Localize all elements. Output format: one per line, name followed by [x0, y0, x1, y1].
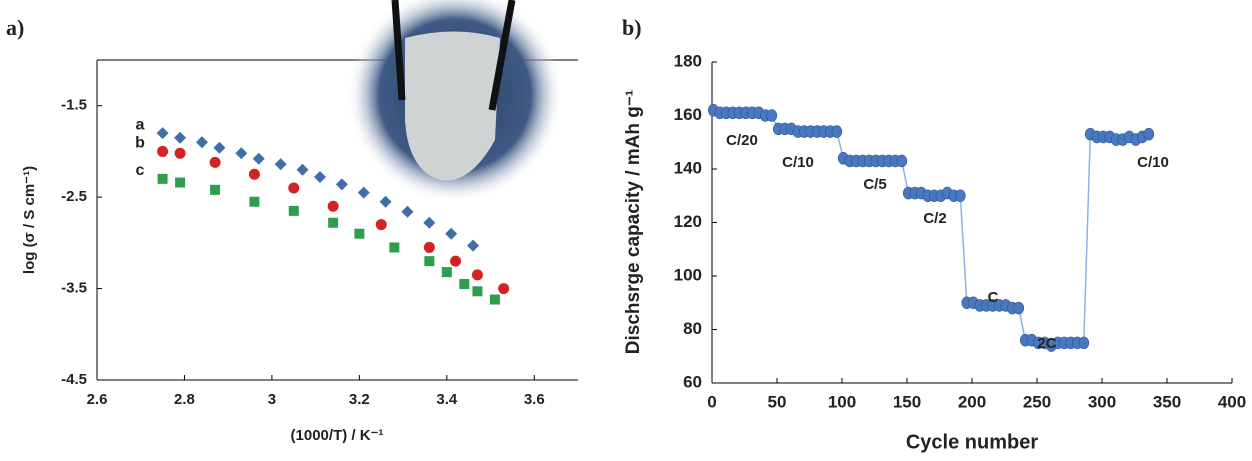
- panel-title: b): [622, 15, 642, 40]
- point: [354, 228, 365, 239]
- y-tick-label: 80: [683, 319, 702, 338]
- point: [314, 171, 327, 184]
- data-line: [713, 109, 1150, 347]
- point: [327, 200, 339, 212]
- x-tick-label: 0: [707, 392, 716, 411]
- y-axis-label: Dischsrge capacity / mAh g⁻¹: [623, 90, 644, 355]
- point: [213, 141, 226, 154]
- point: [209, 156, 221, 168]
- point: [472, 286, 483, 297]
- x-tick-label: 3.2: [349, 391, 370, 408]
- point: [195, 136, 208, 149]
- panel-title: a): [6, 15, 24, 40]
- y-tick-label: -4.5: [61, 371, 87, 388]
- legend-label: b: [135, 135, 145, 152]
- point: [424, 256, 435, 267]
- point: [831, 125, 843, 138]
- x-tick-label: 100: [828, 392, 856, 411]
- y-tick-label: 60: [683, 372, 702, 391]
- x-tick-label: 150: [893, 392, 921, 411]
- point: [766, 109, 778, 122]
- y-tick-label: 160: [674, 105, 702, 124]
- point: [174, 147, 186, 159]
- point: [1013, 301, 1025, 315]
- y-tick-label: 100: [674, 265, 702, 284]
- x-tick-label: 300: [1088, 392, 1116, 411]
- x-tick-label: 3.6: [524, 391, 545, 408]
- annotation: C/20: [726, 132, 758, 149]
- point: [467, 239, 480, 252]
- point: [210, 184, 221, 195]
- point: [296, 163, 309, 176]
- point: [445, 227, 458, 240]
- annotation: C/5: [863, 176, 886, 193]
- y-tick-label: -1.5: [61, 97, 87, 114]
- point: [157, 145, 169, 157]
- photo-tweezer: [391, 0, 516, 111]
- x-tick-label: 2.8: [174, 391, 195, 408]
- point: [174, 131, 187, 144]
- point: [423, 216, 436, 229]
- point: [896, 154, 908, 168]
- point: [328, 217, 339, 228]
- point: [441, 267, 452, 278]
- y-tick-label: -3.5: [61, 280, 87, 297]
- point: [235, 147, 248, 160]
- point: [252, 152, 265, 165]
- x-tick-label: 350: [1153, 392, 1181, 411]
- photo-sample: [405, 31, 500, 181]
- point: [1143, 127, 1155, 141]
- x-tick-label: 2.6: [87, 391, 108, 408]
- point: [423, 241, 435, 253]
- legend-label: a: [136, 116, 145, 133]
- x-tick-label: 50: [768, 392, 787, 411]
- x-axis-label: (1000/T) / K⁻¹: [291, 427, 384, 444]
- y-tick-label: 180: [674, 51, 702, 70]
- y-tick-label: -2.5: [61, 188, 87, 205]
- point: [175, 177, 186, 188]
- point: [156, 127, 169, 140]
- x-tick-label: 3: [268, 391, 276, 408]
- point: [1078, 336, 1090, 350]
- x-tick-label: 250: [1023, 392, 1051, 411]
- y-axis-label: log (σ / S cm⁻¹): [21, 166, 38, 274]
- x-tick-label: 200: [958, 392, 986, 411]
- point: [335, 178, 348, 191]
- point: [288, 182, 300, 194]
- annotation: C/2: [923, 210, 946, 227]
- point: [248, 168, 260, 180]
- point: [375, 219, 387, 231]
- annotation: C/10: [782, 154, 814, 171]
- point: [249, 196, 260, 207]
- point: [489, 294, 500, 305]
- point: [389, 242, 400, 253]
- point: [498, 283, 510, 295]
- point: [379, 195, 392, 208]
- annotation: C: [988, 289, 999, 306]
- point: [471, 269, 483, 281]
- x-axis-label: Cycle number: [906, 431, 1038, 453]
- point: [288, 205, 299, 216]
- point: [954, 189, 966, 203]
- point: [157, 173, 168, 184]
- y-tick-label: 140: [674, 158, 702, 177]
- x-tick-label: 400: [1218, 392, 1246, 411]
- y-tick-label: 120: [674, 212, 702, 231]
- legend-label: c: [136, 162, 145, 179]
- annotation: 2C: [1037, 335, 1056, 352]
- point: [459, 279, 470, 289]
- x-tick-label: 3.4: [436, 391, 458, 408]
- point: [274, 158, 287, 171]
- annotation: C/10: [1137, 154, 1169, 171]
- point: [450, 255, 462, 267]
- point: [357, 186, 370, 199]
- point: [401, 205, 414, 218]
